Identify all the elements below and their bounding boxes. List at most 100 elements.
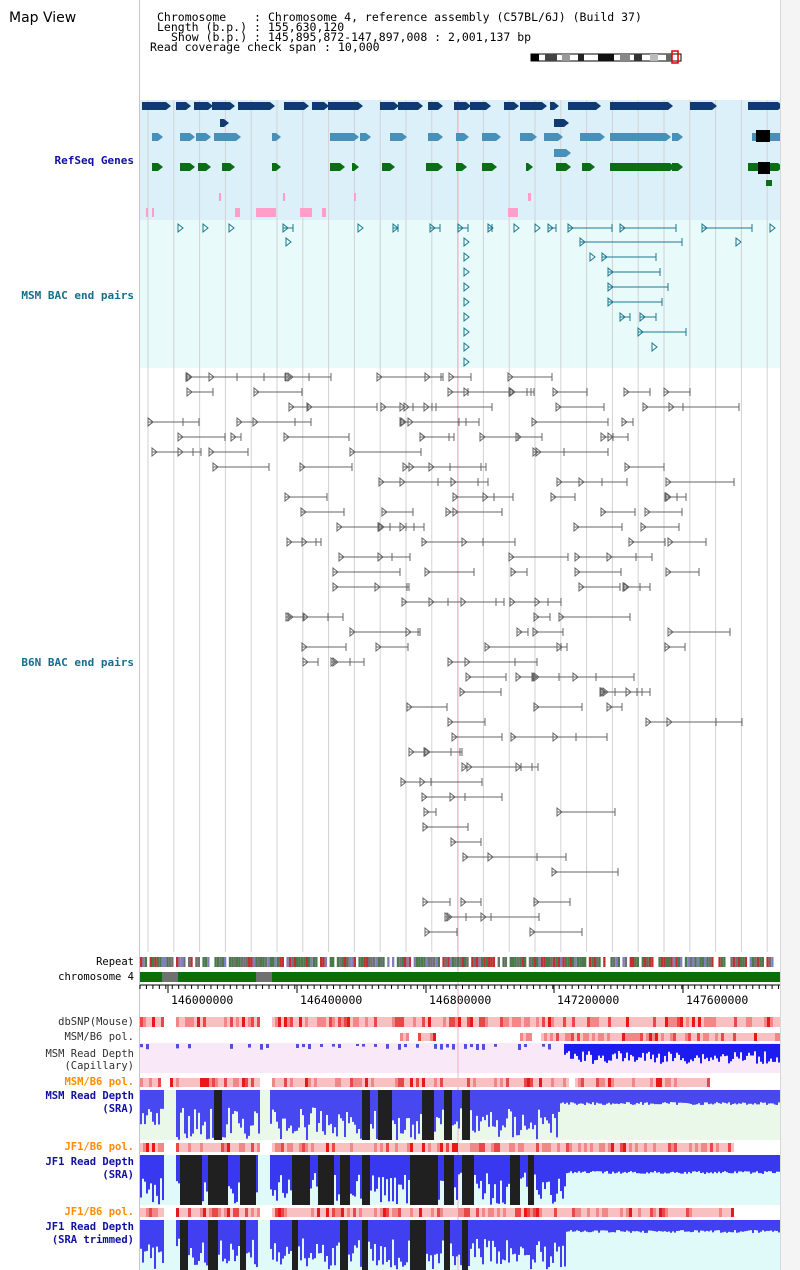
track-label-b6n-bac[interactable]: B6N BAC end pairs bbox=[21, 656, 134, 669]
vertical-scrollbar[interactable] bbox=[780, 0, 800, 1270]
track-label-msm-depth-capillary[interactable]: MSM Read Depth bbox=[45, 1048, 134, 1060]
read-depth-bar bbox=[752, 1090, 754, 1105]
polymorphism-cell bbox=[722, 1143, 725, 1152]
bac-end-marker bbox=[567, 222, 574, 234]
track-label-jf1-depth-sra[interactable]: JF1 Read Depth bbox=[45, 1156, 134, 1168]
length-value: 155,630,120 bbox=[268, 20, 345, 34]
polymorphism-cell bbox=[149, 1208, 152, 1217]
polymorphism-cell bbox=[143, 1017, 146, 1027]
track-label-msm-depth-sra[interactable]: MSM Read Depth bbox=[45, 1090, 134, 1102]
polymorphism-cell bbox=[212, 1143, 215, 1152]
polymorphism-cell bbox=[515, 1208, 518, 1217]
read-depth-bar bbox=[386, 1044, 389, 1049]
polymorphism-cell bbox=[400, 1033, 403, 1041]
read-depth-bar bbox=[378, 1155, 380, 1178]
polymorphism-cell bbox=[722, 1017, 725, 1027]
read-depth-bar bbox=[390, 1155, 392, 1179]
track-label-msm-b6-pol[interactable]: MSM/B6 pol. bbox=[64, 1031, 134, 1043]
track-label-msm-bac[interactable]: MSM BAC end pairs bbox=[21, 289, 134, 302]
read-depth-bar bbox=[712, 1220, 714, 1233]
polymorphism-cell bbox=[635, 1017, 638, 1027]
polymorphism-cell bbox=[485, 1143, 488, 1152]
read-depth-bar bbox=[226, 1220, 228, 1264]
read-depth-bar bbox=[556, 1220, 558, 1252]
read-depth-bar bbox=[508, 1220, 510, 1263]
read-depth-bar bbox=[198, 1090, 200, 1113]
track-label-msm-b6-pol-sra[interactable]: MSM/B6 pol. bbox=[64, 1076, 134, 1088]
read-depth-bar bbox=[260, 1044, 263, 1050]
read-depth-bar bbox=[290, 1220, 292, 1251]
polymorphism-cell bbox=[365, 1208, 368, 1217]
read-depth-bar bbox=[398, 1155, 400, 1185]
polymorphism-cell bbox=[245, 1078, 248, 1087]
read-depth-bar bbox=[522, 1090, 524, 1115]
polymorphism-cell bbox=[758, 1017, 761, 1027]
polymorphism-cell bbox=[754, 1033, 757, 1041]
read-depth-bar bbox=[202, 1155, 204, 1202]
track-label-jf1-b6-pol-trimmed[interactable]: JF1/B6 pol. bbox=[64, 1206, 134, 1218]
bac-end-marker bbox=[510, 731, 517, 743]
read-depth-bar bbox=[704, 1090, 706, 1103]
read-depth-bar bbox=[664, 1044, 666, 1056]
bac-end-marker bbox=[623, 386, 630, 398]
gene-feature bbox=[180, 133, 190, 141]
repeat-element bbox=[620, 957, 623, 967]
track-label-dbsnp[interactable]: dbSNP(Mouse) bbox=[58, 1016, 134, 1028]
polymorphism-cell bbox=[773, 1017, 776, 1027]
track-label-jf1-depth-trimmed[interactable]: JF1 Read Depth bbox=[45, 1221, 134, 1233]
polymorphism-cell bbox=[410, 1017, 413, 1027]
polymorphism-cell bbox=[146, 1143, 149, 1152]
bac-end-marker bbox=[551, 866, 558, 878]
repeat-element bbox=[473, 957, 476, 967]
bac-end-marker bbox=[667, 536, 674, 548]
repeat-element bbox=[634, 957, 637, 967]
polymorphism-cell bbox=[158, 1208, 161, 1217]
read-depth-bar bbox=[492, 1155, 494, 1199]
polymorphism-cell bbox=[461, 1078, 464, 1087]
read-depth-bar bbox=[280, 1220, 282, 1265]
repeat-element bbox=[759, 957, 762, 967]
polymorphism-cell bbox=[239, 1017, 242, 1027]
read-depth-bar bbox=[754, 1044, 756, 1052]
read-depth-bar bbox=[770, 1044, 772, 1059]
polymorphism-cell bbox=[407, 1078, 410, 1087]
read-depth-bar bbox=[726, 1155, 728, 1173]
read-depth-bar bbox=[250, 1090, 252, 1126]
polymorphism-cell bbox=[191, 1078, 194, 1087]
read-depth-bar bbox=[518, 1044, 521, 1050]
read-depth-bar bbox=[200, 1090, 202, 1135]
read-depth-saturated bbox=[208, 1155, 228, 1205]
read-depth-bar bbox=[374, 1044, 377, 1047]
polymorphism-cell bbox=[146, 1078, 149, 1087]
read-depth-bar bbox=[564, 1155, 566, 1187]
read-depth-saturated bbox=[444, 1220, 450, 1270]
read-depth-bar bbox=[442, 1155, 444, 1181]
polymorphism-cell bbox=[599, 1017, 602, 1027]
polymorphism-cell bbox=[296, 1143, 299, 1152]
polymorphism-cell bbox=[326, 1017, 329, 1027]
read-depth-bar bbox=[392, 1155, 394, 1202]
polymorphism-cell bbox=[581, 1078, 584, 1087]
read-depth-bar bbox=[730, 1220, 732, 1233]
read-depth-bar bbox=[224, 1220, 226, 1259]
read-depth-bar bbox=[240, 1090, 242, 1128]
track-label-refseq[interactable]: RefSeq Genes bbox=[54, 154, 134, 167]
read-depth-bar bbox=[460, 1220, 462, 1266]
read-depth-bar bbox=[712, 1044, 714, 1060]
read-depth-bar bbox=[416, 1090, 418, 1122]
repeat-element bbox=[226, 957, 229, 967]
read-depth-bar bbox=[768, 1090, 770, 1104]
read-depth-bar bbox=[722, 1044, 724, 1055]
read-depth-bar bbox=[618, 1220, 620, 1231]
polymorphism-cell bbox=[371, 1017, 374, 1027]
read-depth-bar bbox=[664, 1220, 666, 1232]
polymorphism-cell bbox=[707, 1078, 710, 1087]
read-depth-bar bbox=[648, 1044, 650, 1052]
repeat-element bbox=[569, 957, 572, 967]
read-depth-bar bbox=[778, 1090, 780, 1103]
read-depth-bar bbox=[620, 1044, 622, 1054]
polymorphism-cell bbox=[566, 1208, 569, 1217]
bac-end-marker bbox=[338, 551, 345, 563]
track-label-jf1-b6-pol[interactable]: JF1/B6 pol. bbox=[64, 1141, 134, 1153]
